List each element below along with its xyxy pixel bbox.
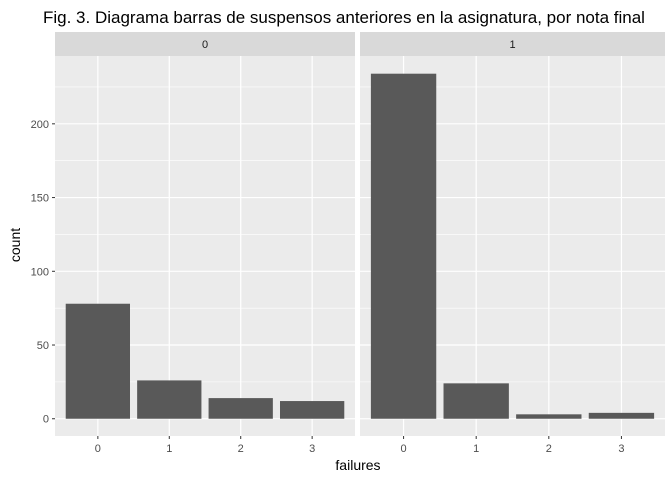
x-tick-label: 0 bbox=[95, 443, 101, 455]
bar-1-1 bbox=[443, 383, 509, 419]
y-tick-label: 200 bbox=[31, 119, 49, 131]
x-tick-label: 3 bbox=[618, 443, 624, 455]
x-tick-label: 2 bbox=[546, 443, 552, 455]
y-tick-label: 100 bbox=[31, 266, 49, 278]
facet-panel-1: 1 0 1 2 3 bbox=[360, 32, 665, 455]
x-tick-label: 3 bbox=[309, 443, 315, 455]
facet-strip-label: 1 bbox=[509, 39, 515, 51]
facets-layer: 0 0 1 2 3 1 0 1 2 3 bbox=[55, 32, 665, 455]
bar-0-2 bbox=[208, 398, 273, 419]
x-tick-label: 0 bbox=[401, 443, 407, 455]
y-tick-label: 150 bbox=[31, 193, 49, 205]
x-tick-label: 2 bbox=[238, 443, 244, 455]
bar-1-0 bbox=[370, 73, 437, 419]
bar-0-0 bbox=[65, 303, 130, 419]
y-axis: 0 50 100 150 200 bbox=[31, 119, 55, 426]
chart-title: Fig. 3. Diagrama barras de suspensos ant… bbox=[43, 8, 645, 27]
y-tick-label: 50 bbox=[37, 340, 49, 352]
x-axis-title: failures bbox=[335, 457, 380, 473]
y-axis-title: count bbox=[7, 228, 23, 262]
bar-1-2 bbox=[516, 414, 582, 419]
facet-panel-0: 0 0 1 2 3 bbox=[55, 32, 355, 455]
y-tick-label: 0 bbox=[43, 414, 49, 426]
facet-strip bbox=[360, 32, 665, 56]
facet-strip bbox=[55, 32, 355, 56]
bar-1-3 bbox=[588, 412, 655, 419]
facet-strip-label: 0 bbox=[202, 39, 208, 51]
bar-0-3 bbox=[280, 401, 345, 419]
bar-0-1 bbox=[137, 380, 202, 419]
x-tick-label: 1 bbox=[473, 443, 479, 455]
x-tick-label: 1 bbox=[166, 443, 172, 455]
